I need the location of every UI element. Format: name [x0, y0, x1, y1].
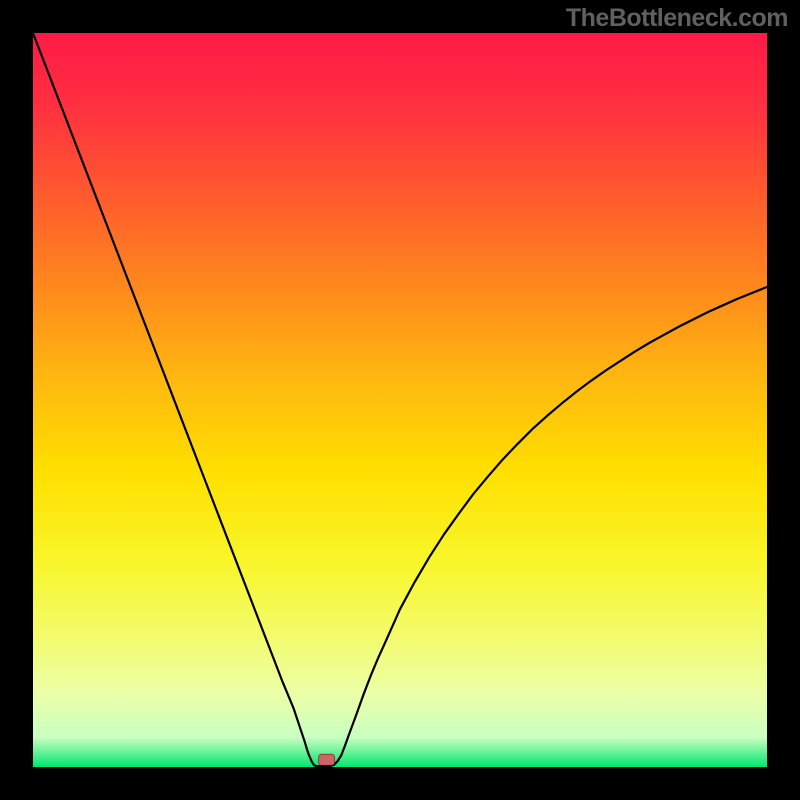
- plot-area: [33, 33, 767, 767]
- watermark-text: TheBottleneck.com: [566, 4, 788, 33]
- bottleneck-chart: [33, 33, 767, 767]
- gradient-background: [33, 33, 767, 767]
- optimal-marker: [319, 754, 335, 765]
- chart-container: TheBottleneck.com: [0, 0, 800, 800]
